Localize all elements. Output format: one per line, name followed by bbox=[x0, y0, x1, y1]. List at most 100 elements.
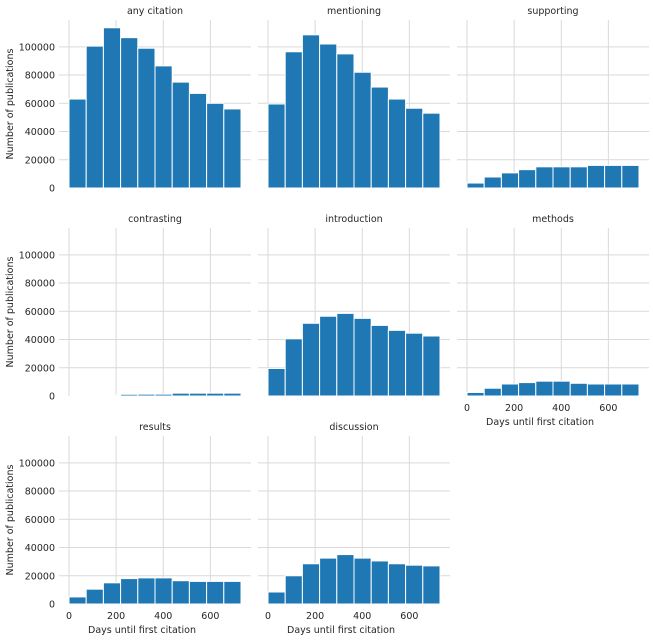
histogram-bar bbox=[319, 557, 338, 605]
x-tick-label: 0 bbox=[265, 611, 271, 622]
histogram-bar bbox=[267, 591, 286, 605]
histogram-bar bbox=[188, 580, 208, 605]
panel-title: contrasting bbox=[128, 214, 182, 225]
histogram-bar bbox=[120, 37, 139, 189]
histogram-bar bbox=[301, 34, 321, 189]
histogram-bar bbox=[301, 322, 321, 397]
x-tick-label: 600 bbox=[599, 403, 617, 414]
histogram-bar bbox=[535, 166, 554, 189]
y-tick-label: 40000 bbox=[25, 335, 55, 346]
y-tick-label: 100000 bbox=[19, 42, 55, 53]
histogram-bar bbox=[586, 383, 606, 397]
panel-title: supporting bbox=[527, 6, 578, 17]
histogram-bar bbox=[102, 27, 122, 189]
histogram-bar bbox=[171, 580, 190, 605]
x-tick-label: 200 bbox=[505, 403, 523, 414]
histogram-bar bbox=[188, 92, 208, 189]
histogram-bar bbox=[223, 580, 242, 605]
histogram-bar bbox=[171, 81, 190, 189]
histogram-bar bbox=[518, 169, 537, 189]
histogram-bar bbox=[621, 164, 640, 189]
y-tick-label: 80000 bbox=[25, 279, 55, 290]
histogram-bar bbox=[483, 176, 502, 189]
y-tick-label: 80000 bbox=[25, 487, 55, 498]
histogram-bar bbox=[336, 53, 355, 189]
y-tick-label: 60000 bbox=[25, 99, 55, 110]
y-tick-label: 100000 bbox=[19, 458, 55, 469]
histogram-bar bbox=[223, 108, 242, 189]
histogram-bar bbox=[569, 382, 588, 397]
histogram-bar bbox=[223, 392, 242, 397]
histogram-bar bbox=[422, 112, 441, 189]
histogram-bar bbox=[85, 394, 104, 397]
x-axis-label: Days until first citation bbox=[88, 625, 196, 636]
histogram-bar bbox=[483, 387, 502, 397]
y-tick-label: 0 bbox=[49, 600, 55, 611]
histogram-bar bbox=[535, 380, 554, 397]
panel-title: results bbox=[139, 422, 171, 433]
x-axis-label: Days until first citation bbox=[287, 625, 395, 636]
histogram-bar bbox=[552, 380, 571, 397]
panel-title: introduction bbox=[325, 214, 382, 225]
histogram-bar bbox=[284, 575, 303, 605]
y-tick-label: 60000 bbox=[25, 515, 55, 526]
histogram-bar bbox=[102, 394, 122, 397]
histogram-bar bbox=[319, 315, 338, 397]
histogram-bar bbox=[137, 393, 156, 397]
histogram-bar bbox=[387, 563, 407, 605]
histogram-bar bbox=[336, 312, 355, 397]
y-tick-label: 60000 bbox=[25, 307, 55, 318]
histogram-bar bbox=[586, 164, 606, 189]
histogram-bar bbox=[353, 71, 372, 189]
histogram-bar bbox=[284, 338, 303, 397]
histogram-bar bbox=[68, 98, 87, 189]
histogram-bar bbox=[68, 596, 87, 605]
histogram-bar bbox=[154, 393, 173, 397]
x-tick-label: 400 bbox=[552, 403, 570, 414]
y-tick-label: 80000 bbox=[25, 71, 55, 82]
y-tick-label: 0 bbox=[49, 392, 55, 403]
x-tick-label: 600 bbox=[201, 611, 219, 622]
y-tick-label: 20000 bbox=[25, 155, 55, 166]
x-tick-label: 400 bbox=[154, 611, 172, 622]
histogram-bar bbox=[154, 577, 173, 605]
histogram-bar bbox=[301, 563, 321, 605]
y-tick-label: 40000 bbox=[25, 543, 55, 554]
histogram-bar bbox=[466, 182, 485, 189]
y-tick-label: 100000 bbox=[19, 250, 55, 261]
histogram-bar bbox=[569, 166, 588, 189]
histogram-bar bbox=[370, 86, 389, 189]
histogram-bar bbox=[466, 391, 485, 397]
histogram-bar bbox=[500, 383, 520, 397]
histogram-bar bbox=[102, 582, 122, 605]
histogram-bar bbox=[518, 382, 537, 397]
histogram-bar bbox=[120, 578, 139, 605]
x-tick-label: 200 bbox=[306, 611, 324, 622]
histogram-bar bbox=[120, 393, 139, 397]
histogram-bar bbox=[336, 554, 355, 605]
histogram-bar bbox=[353, 557, 372, 605]
histogram-bar bbox=[422, 565, 441, 605]
histogram-bar bbox=[500, 172, 520, 189]
histogram-bar bbox=[621, 383, 640, 397]
panel-title: discussion bbox=[329, 422, 378, 433]
y-axis-label: Number of publications bbox=[5, 256, 16, 367]
x-tick-label: 600 bbox=[400, 611, 418, 622]
histogram-bar bbox=[422, 335, 441, 397]
y-axis-label: Number of publications bbox=[5, 48, 16, 159]
histogram-bar bbox=[85, 45, 104, 189]
histogram-bar bbox=[552, 166, 571, 189]
histogram-bar bbox=[370, 560, 389, 605]
histogram-bar bbox=[137, 577, 156, 605]
x-tick-label: 200 bbox=[107, 611, 125, 622]
histogram-bar bbox=[171, 392, 190, 397]
histogram-bar bbox=[387, 329, 407, 397]
histogram-bar bbox=[319, 43, 338, 189]
histogram-bar bbox=[267, 367, 286, 397]
x-tick-label: 400 bbox=[353, 611, 371, 622]
histogram-bar bbox=[154, 65, 173, 189]
histogram-bar bbox=[188, 392, 208, 397]
histogram-bar bbox=[206, 580, 225, 605]
histogram-bar bbox=[284, 51, 303, 189]
histogram-bar bbox=[387, 98, 407, 189]
